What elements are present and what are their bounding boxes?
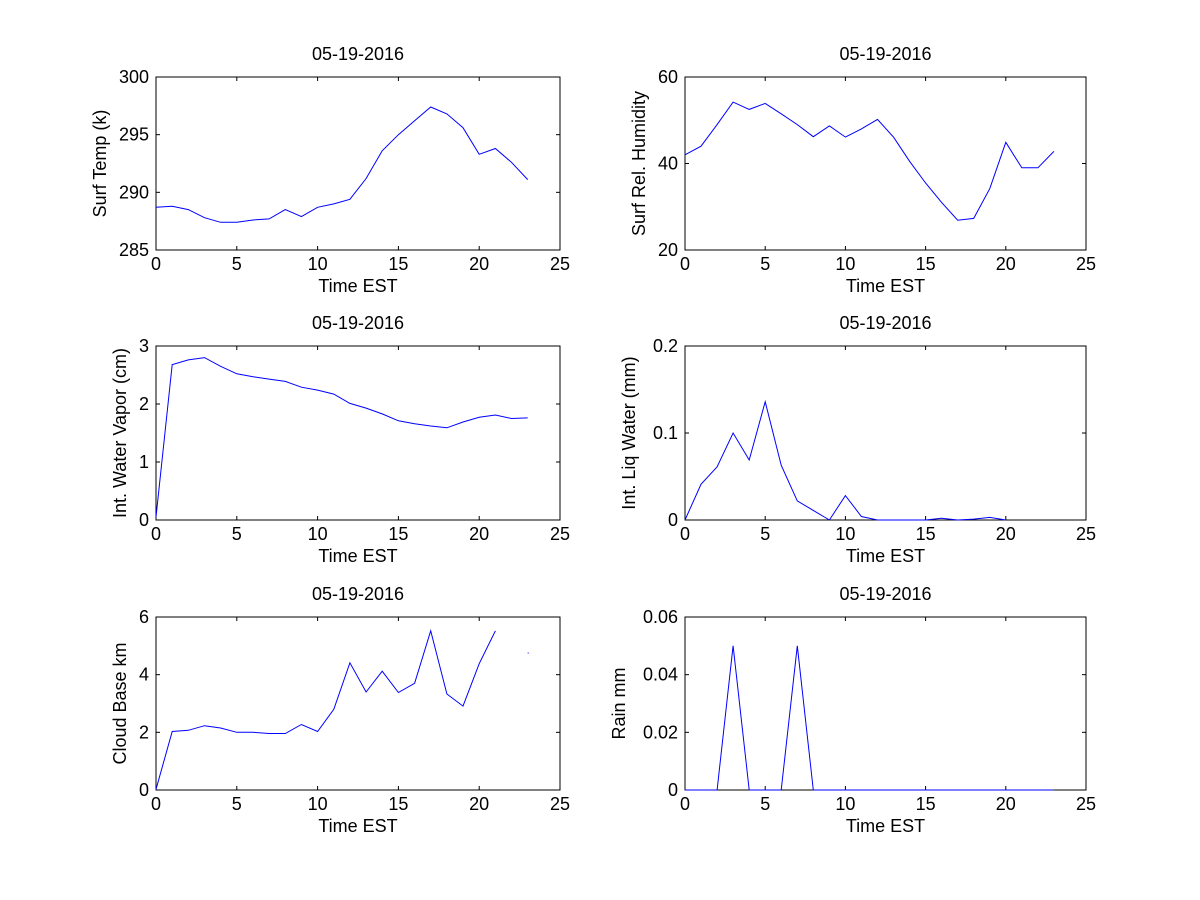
x-tick-label: 5 — [232, 254, 242, 274]
x-tick-label: 15 — [916, 254, 936, 274]
y-tick-label: 2 — [139, 394, 149, 414]
y-tick-label: 0.2 — [653, 336, 678, 356]
y-tick-label: 4 — [139, 665, 149, 685]
y-axis-label: Int. Liq Water (mm) — [619, 356, 639, 509]
y-axis-label: Surf Rel. Humidity — [629, 91, 649, 236]
chart-title: 05-19-2016 — [312, 313, 404, 333]
chart-title: 05-19-2016 — [839, 313, 931, 333]
y-axis-label: Cloud Base km — [110, 642, 130, 764]
x-tick-label: 5 — [760, 794, 770, 814]
y-tick-label: 300 — [119, 67, 149, 87]
series-line — [155, 628, 496, 790]
x-tick-label: 20 — [996, 254, 1016, 274]
y-tick-label: 295 — [119, 125, 149, 145]
chart-panel-4: 0 5 10 15 20 25 0 0.1 0.2 05-19-2016 Time EST Int. … — [619, 313, 1096, 566]
y-tick-label: 0 — [139, 780, 149, 800]
x-axis-label: Time EST — [846, 816, 925, 836]
chart-title: 05-19-2016 — [839, 44, 931, 64]
x-tick-label: 25 — [550, 794, 570, 814]
chart-title: 05-19-2016 — [312, 584, 404, 604]
x-tick-label: 10 — [835, 794, 855, 814]
y-tick-label: 290 — [119, 182, 149, 202]
y-tick-label: 0.1 — [653, 423, 678, 443]
x-axis-label: Time EST — [846, 546, 925, 566]
x-tick-label: 20 — [469, 524, 489, 544]
x-tick-label: 0 — [680, 254, 690, 274]
chart-panel-2: 0 5 10 15 20 25 20 40 60 05-19-2016 Time EST Surf R… — [629, 44, 1096, 296]
x-tick-label: 25 — [550, 254, 570, 274]
y-tick-label: 0 — [668, 780, 678, 800]
chart-panel-6: 0 5 10 15 20 25 0 0.02 0.04 0.06 05-19-2016 Time ES… — [609, 584, 1096, 836]
chart-panel-1: 0 5 10 15 20 25 285 290 295 300 05-19-2016 Time EST… — [90, 44, 570, 296]
y-axis-label: Rain mm — [609, 667, 629, 739]
x-tick-label: 20 — [469, 254, 489, 274]
series-line — [155, 106, 529, 223]
plot-area-frame — [684, 616, 1087, 791]
y-tick-label: 20 — [658, 240, 678, 260]
x-tick-label: 0 — [151, 794, 161, 814]
plot-area-frame — [684, 76, 1087, 251]
x-tick-label: 10 — [308, 254, 328, 274]
x-tick-label: 10 — [308, 794, 328, 814]
plot-area-frame — [155, 76, 561, 251]
y-tick-label: 0 — [139, 510, 149, 530]
x-tick-label: 0 — [151, 254, 161, 274]
x-tick-label: 10 — [835, 524, 855, 544]
y-tick-label: 3 — [139, 336, 149, 356]
x-tick-label: 0 — [680, 794, 690, 814]
chart-title: 05-19-2016 — [312, 44, 404, 64]
x-tick-label: 15 — [916, 524, 936, 544]
y-tick-label: 285 — [119, 240, 149, 260]
y-tick-label: 6 — [139, 607, 149, 627]
x-tick-label: 20 — [469, 794, 489, 814]
chart-panel-3: 0 5 10 15 20 25 0 1 2 3 05-19-2016 Time EST Int. Wat… — [110, 313, 570, 566]
x-tick-label: 20 — [996, 524, 1016, 544]
x-tick-label: 5 — [760, 524, 770, 544]
x-tick-label: 5 — [232, 794, 242, 814]
x-tick-label: 25 — [550, 524, 570, 544]
y-tick-label: 0 — [668, 510, 678, 530]
y-axis-label: Int. Water Vapor (cm) — [110, 348, 130, 518]
x-axis-label: Time EST — [318, 546, 397, 566]
y-tick-label: 60 — [658, 67, 678, 87]
y-tick-label: 1 — [139, 452, 149, 472]
series-line — [684, 101, 1055, 221]
plot-area-frame — [684, 345, 1087, 521]
x-axis-label: Time EST — [846, 276, 925, 296]
chart-title: 05-19-2016 — [839, 584, 931, 604]
y-tick-label: 0.02 — [643, 722, 678, 742]
series-line — [685, 645, 1054, 791]
x-tick-label: 15 — [388, 254, 408, 274]
y-tick-label: 0.04 — [643, 665, 678, 685]
x-tick-label: 20 — [996, 794, 1016, 814]
x-tick-label: 25 — [1076, 254, 1096, 274]
plot-area-frame — [155, 345, 561, 521]
y-tick-label: 2 — [139, 722, 149, 742]
y-tick-label: 0.06 — [643, 607, 678, 627]
x-tick-label: 5 — [760, 254, 770, 274]
x-axis-label: Time EST — [318, 276, 397, 296]
x-tick-label: 15 — [916, 794, 936, 814]
x-tick-label: 10 — [835, 254, 855, 274]
x-tick-label: 10 — [308, 524, 328, 544]
x-axis-label: Time EST — [318, 816, 397, 836]
chart-panel-5: 0 5 10 15 20 25 0 2 4 6 05-19-2016 Time EST Cloud Ba… — [110, 584, 570, 836]
x-tick-label: 25 — [1076, 794, 1096, 814]
y-axis-label: Surf Temp (k) — [90, 110, 110, 218]
series-line — [155, 357, 528, 518]
plot-area-frame — [155, 616, 561, 791]
x-tick-label: 0 — [151, 524, 161, 544]
y-tick-label: 40 — [658, 154, 678, 174]
x-tick-label: 15 — [388, 524, 408, 544]
x-tick-label: 15 — [388, 794, 408, 814]
x-tick-label: 0 — [680, 524, 690, 544]
series-line — [684, 399, 1006, 521]
x-tick-label: 25 — [1076, 524, 1096, 544]
x-tick-label: 5 — [232, 524, 242, 544]
